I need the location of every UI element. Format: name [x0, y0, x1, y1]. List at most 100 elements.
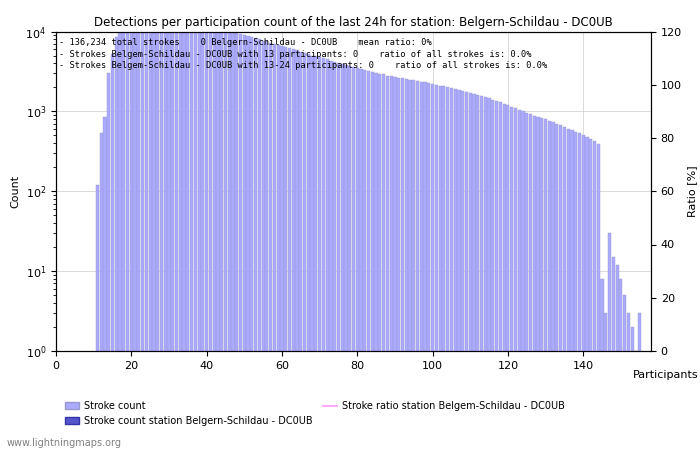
- Bar: [547, 121, 551, 450]
- Bar: [461, 91, 464, 450]
- Bar: [243, 35, 246, 450]
- Bar: [552, 122, 554, 450]
- Bar: [145, 10, 148, 450]
- Bar: [220, 29, 223, 450]
- Bar: [134, 11, 136, 450]
- Bar: [333, 62, 336, 450]
- Bar: [468, 93, 472, 450]
- Bar: [235, 33, 239, 450]
- Bar: [167, 15, 171, 450]
- Bar: [104, 117, 106, 450]
- Bar: [137, 9, 141, 450]
- Bar: [390, 76, 393, 450]
- Bar: [156, 13, 160, 450]
- Bar: [359, 69, 363, 450]
- Bar: [363, 70, 366, 450]
- Bar: [107, 73, 111, 450]
- Bar: [626, 313, 630, 450]
- Bar: [450, 88, 453, 450]
- Bar: [273, 44, 276, 450]
- Bar: [457, 90, 461, 450]
- Bar: [378, 74, 382, 450]
- Y-axis label: Count: Count: [10, 175, 20, 208]
- Bar: [446, 87, 449, 450]
- Bar: [578, 133, 581, 450]
- Bar: [544, 119, 547, 450]
- Bar: [288, 48, 291, 450]
- Bar: [299, 52, 302, 450]
- Bar: [344, 65, 348, 450]
- Bar: [171, 16, 174, 450]
- Bar: [420, 82, 423, 450]
- Bar: [638, 313, 641, 450]
- Bar: [311, 55, 314, 450]
- Bar: [574, 132, 578, 450]
- Bar: [224, 30, 227, 450]
- Bar: [265, 41, 269, 450]
- Bar: [623, 295, 626, 450]
- Bar: [533, 116, 536, 450]
- Bar: [371, 72, 374, 450]
- Bar: [435, 85, 438, 450]
- Bar: [356, 68, 359, 450]
- Bar: [292, 49, 295, 450]
- Legend: Stroke count, Stroke count station Belgern-Schildau - DC0UB, Stroke ratio statio: Stroke count, Stroke count station Belge…: [61, 397, 568, 430]
- Bar: [608, 233, 611, 450]
- Bar: [202, 24, 204, 450]
- Bar: [473, 94, 475, 450]
- Bar: [318, 57, 321, 450]
- Bar: [307, 54, 310, 450]
- Bar: [280, 46, 284, 450]
- Bar: [559, 125, 562, 450]
- Bar: [303, 53, 306, 450]
- Bar: [367, 71, 370, 450]
- Bar: [405, 79, 408, 450]
- Title: Detections per participation count of the last 24h for station: Belgern-Schildau: Detections per participation count of th…: [94, 16, 613, 29]
- Bar: [601, 279, 603, 450]
- Y-axis label: Ratio [%]: Ratio [%]: [687, 166, 697, 217]
- Bar: [284, 47, 287, 450]
- Bar: [239, 34, 242, 450]
- Bar: [295, 50, 299, 450]
- Bar: [517, 110, 521, 450]
- Bar: [604, 313, 608, 450]
- Bar: [540, 118, 543, 450]
- Bar: [194, 22, 197, 450]
- Bar: [246, 36, 250, 450]
- Bar: [216, 28, 220, 450]
- Bar: [480, 96, 483, 450]
- Bar: [487, 99, 491, 450]
- Bar: [563, 127, 566, 450]
- Bar: [427, 83, 430, 450]
- Bar: [148, 11, 152, 450]
- Bar: [438, 86, 442, 450]
- Bar: [118, 28, 122, 450]
- Bar: [585, 137, 589, 450]
- Bar: [596, 144, 600, 450]
- Bar: [525, 113, 528, 450]
- Bar: [99, 133, 103, 450]
- Bar: [178, 18, 182, 450]
- Bar: [190, 21, 193, 450]
- Bar: [589, 139, 592, 450]
- Bar: [634, 351, 638, 450]
- Bar: [465, 92, 468, 450]
- Bar: [484, 97, 487, 450]
- Bar: [175, 18, 178, 450]
- Bar: [262, 40, 265, 450]
- Bar: [322, 58, 325, 450]
- Bar: [631, 327, 634, 450]
- Bar: [329, 61, 332, 450]
- Bar: [258, 39, 261, 450]
- Bar: [382, 74, 385, 450]
- Bar: [130, 12, 133, 450]
- Bar: [412, 80, 415, 450]
- Bar: [431, 84, 434, 450]
- Bar: [314, 56, 317, 450]
- Bar: [510, 107, 513, 450]
- Text: www.lightningmaps.org: www.lightningmaps.org: [7, 438, 122, 448]
- Bar: [620, 279, 622, 450]
- Bar: [153, 12, 155, 450]
- Bar: [111, 54, 114, 450]
- Bar: [186, 20, 190, 450]
